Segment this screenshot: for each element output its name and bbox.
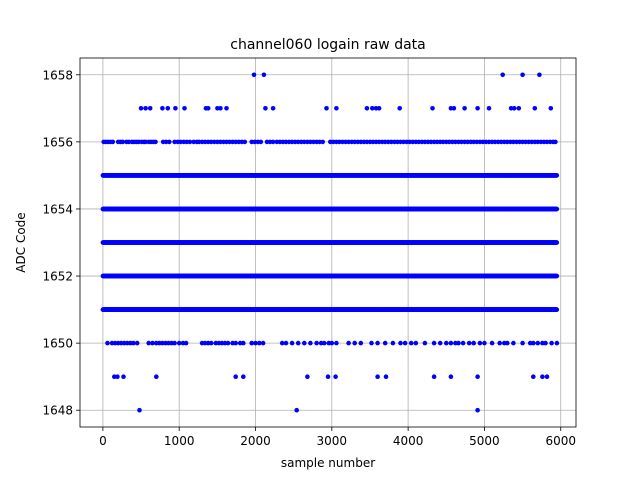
data-point — [554, 307, 560, 312]
data-point — [554, 273, 560, 279]
data-point — [554, 240, 560, 245]
data-points — [100, 72, 560, 413]
chart-title: channel060 logain raw data — [230, 37, 425, 53]
